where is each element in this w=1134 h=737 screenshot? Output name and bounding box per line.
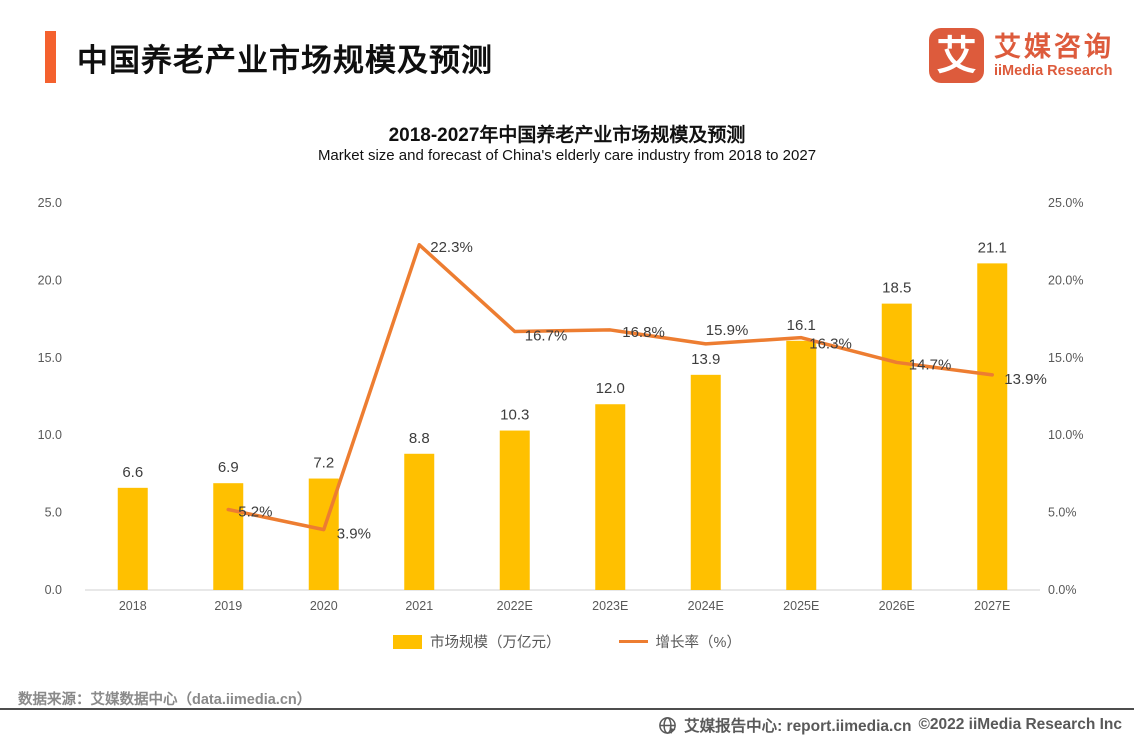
chart-legend: 市场规模（万亿元） 增长率（%） [0, 631, 1134, 652]
left-axis-tick: 15.0 [38, 351, 62, 365]
legend-label-market-size: 市场规模（万亿元） [430, 635, 561, 651]
bar-value-label: 13.9 [691, 351, 720, 368]
bar-value-label: 7.2 [313, 455, 334, 472]
data-source-note: 数据来源：艾媒数据中心（data.iimedia.cn） [18, 692, 312, 708]
iimedia-logo-icon: 艾 [929, 28, 984, 83]
right-axis-tick: 10.0% [1048, 428, 1083, 442]
right-axis-tick: 25.0% [1048, 196, 1083, 210]
line-swatch-icon [618, 639, 648, 644]
left-axis-tick: 20.0 [38, 273, 62, 287]
left-axis-tick: 0.0 [45, 583, 62, 597]
growth-rate-line [226, 243, 994, 532]
bar-2021 [404, 453, 435, 590]
chart-canvas: 0.0 5.0 10.0 15.0 20.0 25.0 0.0% 5.0% 10.0% 15.0%… [38, 196, 1084, 613]
copyright-text: ©2022 iiMedia Research Inc [918, 716, 1122, 733]
bar-2026E [881, 303, 912, 590]
right-axis-tick: 15.0% [1048, 351, 1083, 365]
x-axis-label: 2022E [497, 599, 533, 613]
bar-2019 [213, 483, 244, 590]
growth-value-label: 5.2% [238, 504, 272, 521]
chart-subtitle: Market size and forecast of China's elde… [317, 147, 817, 164]
bar-2022E [499, 430, 530, 590]
footer-divider [0, 708, 1134, 710]
x-axis-label: 2025E [783, 599, 819, 613]
bar-2018 [117, 487, 148, 590]
header-accent-bar [45, 31, 56, 83]
growth-value-label: 15.9% [706, 322, 749, 339]
x-axis-label: 2018 [119, 599, 147, 613]
legend-label-growth-rate: 增长率（%） [655, 635, 741, 651]
bar-value-label: 8.8 [409, 430, 430, 447]
brand-logo-text: 艾媒咨询 iiMedia Research [994, 32, 1114, 80]
x-axis-label: 2027E [974, 599, 1010, 613]
right-axis-tick: 20.0% [1048, 273, 1083, 287]
bar-value-label: 18.5 [882, 280, 911, 297]
bar-2025E [786, 340, 817, 590]
bar-2023E [595, 404, 626, 590]
page-title: 中国养老产业市场规模及预测 [77, 42, 493, 78]
bar-2027E [977, 263, 1008, 590]
left-axis-tick: 10.0 [38, 428, 62, 442]
brand-name-cn: 艾媒咨询 [994, 31, 1114, 62]
bar-value-label: 6.9 [218, 459, 239, 476]
x-axis-label: 2023E [592, 599, 628, 613]
bar-value-label: 6.6 [122, 464, 143, 481]
chart-title: 2018-2027年中国养老产业市场规模及预测 [388, 125, 746, 146]
growth-value-label: 3.9% [337, 526, 371, 543]
growth-value-label: 14.7% [909, 356, 952, 373]
right-axis-tick: 5.0% [1048, 506, 1077, 520]
bar-value-label: 21.1 [978, 239, 1007, 256]
legend-item-market-size: 市场规模（万亿元） [393, 631, 561, 652]
bar-swatch-icon [393, 634, 423, 649]
globe-cursor-icon [658, 716, 677, 735]
left-axis-tick: 5.0 [45, 506, 62, 520]
legend-item-growth-rate: 增长率（%） [618, 631, 741, 652]
growth-value-label: 16.3% [809, 336, 852, 353]
x-axis-label: 2021 [405, 599, 433, 613]
bar-2024E [690, 374, 721, 590]
growth-value-label: 16.7% [525, 327, 568, 344]
bar-value-label: 12.0 [596, 380, 625, 397]
bar-value-label: 16.1 [787, 317, 816, 334]
brand-name-en: iiMedia Research [994, 62, 1113, 79]
brand-logo: 艾 艾媒咨询 iiMedia Research [929, 28, 1114, 83]
x-axis-label: 2026E [879, 599, 915, 613]
footer-bar: 艾媒报告中心: report.iimedia.cn ©2022 iiMedia … [658, 714, 1122, 736]
bar-value-label: 10.3 [500, 407, 529, 424]
growth-value-label: 16.8% [622, 324, 665, 341]
growth-value-label: 22.3% [430, 239, 473, 256]
x-axis-label: 2020 [310, 599, 338, 613]
x-axis-label: 2024E [688, 599, 724, 613]
right-axis-tick: 0.0% [1048, 583, 1077, 597]
x-axis-label: 2019 [214, 599, 242, 613]
page-header: 中国养老产业市场规模及预测 [45, 31, 493, 83]
growth-value-label: 13.9% [1004, 371, 1047, 388]
left-axis-tick: 25.0 [38, 196, 62, 210]
report-center-text: 艾媒报告中心: report.iimedia.cn [684, 718, 912, 735]
